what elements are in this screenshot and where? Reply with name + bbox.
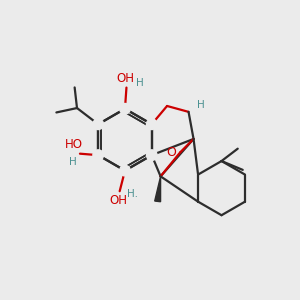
Text: H.: H. [128,189,138,199]
Text: O: O [166,146,176,159]
Circle shape [146,150,157,160]
Circle shape [120,103,130,114]
Circle shape [120,165,130,176]
Text: H: H [136,78,144,88]
Text: HO: HO [64,138,82,151]
Circle shape [146,119,157,130]
Text: OH: OH [109,194,127,207]
Text: H: H [197,100,205,110]
Circle shape [93,119,104,130]
Circle shape [93,150,104,160]
Text: H: H [69,157,76,167]
Text: OH: OH [116,72,134,85]
Polygon shape [155,176,161,202]
